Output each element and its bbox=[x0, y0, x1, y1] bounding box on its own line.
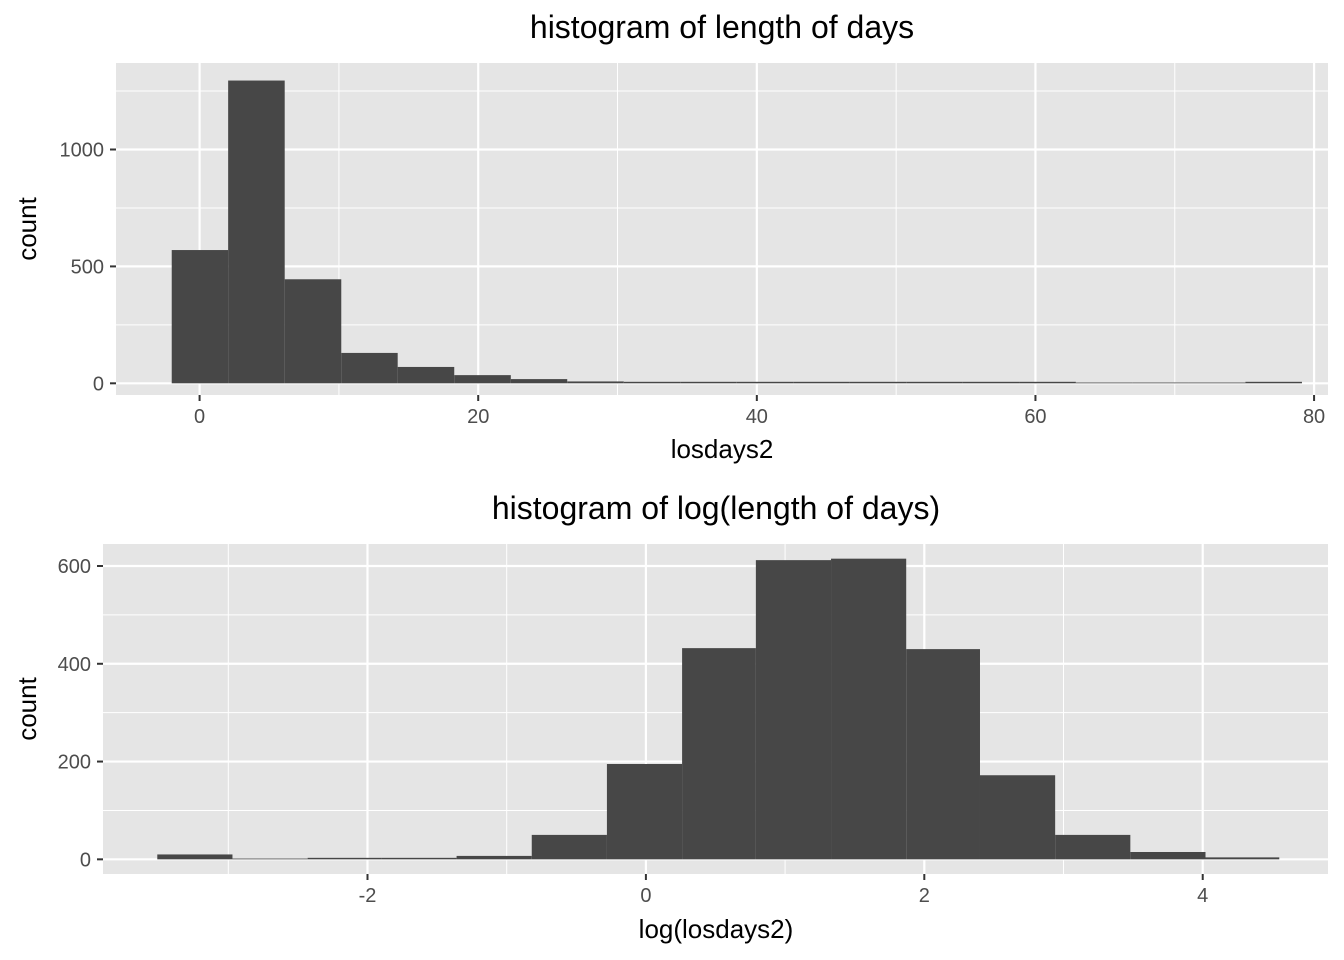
histogram-bar bbox=[1019, 381, 1076, 384]
y-tick-label: 200 bbox=[58, 752, 91, 774]
histogram-bar bbox=[1130, 852, 1206, 860]
histogram-bar bbox=[1132, 382, 1189, 384]
grid-lines bbox=[116, 63, 1328, 395]
y-tick-label: 400 bbox=[58, 654, 91, 676]
axes: -2 0 2 4 0 200 400 600 bbox=[58, 556, 1209, 907]
histogram-bar bbox=[906, 381, 963, 384]
chart-log-length-of-days: histogram of log(length of days) -2 0 2 4 0 2… bbox=[12, 490, 1328, 944]
histogram-bar bbox=[682, 648, 756, 860]
histogram-bar bbox=[1245, 381, 1302, 384]
y-tick-label: 1000 bbox=[60, 140, 105, 162]
histogram-bar bbox=[456, 855, 532, 860]
histogram-bar bbox=[680, 381, 737, 384]
histogram-bar bbox=[1055, 834, 1131, 860]
y-axis-label: count bbox=[12, 196, 42, 260]
histogram-bar bbox=[284, 279, 342, 384]
histogram-bar bbox=[454, 375, 511, 384]
x-tick-label: 0 bbox=[640, 885, 651, 907]
axes: 0 20 40 60 80 0 500 1000 bbox=[60, 140, 1326, 428]
histogram-bar bbox=[849, 381, 907, 384]
y-tick-label: 0 bbox=[80, 849, 91, 871]
x-tick-label: 0 bbox=[194, 406, 205, 428]
y-tick-label: 0 bbox=[93, 373, 104, 395]
histogram-bar bbox=[906, 649, 980, 860]
histogram-bar bbox=[606, 764, 683, 860]
histogram-bar bbox=[736, 381, 794, 384]
histogram-bar bbox=[831, 558, 907, 860]
x-tick-label: 2 bbox=[919, 885, 930, 907]
chart-title: histogram of length of days bbox=[530, 9, 914, 45]
histogram-bar bbox=[1188, 382, 1246, 384]
histogram-bar bbox=[1075, 382, 1133, 384]
histogram-bar bbox=[567, 381, 624, 384]
histogram-bar bbox=[979, 775, 1056, 860]
histogram-bar bbox=[397, 366, 455, 384]
x-axis-label: log(losdays2) bbox=[639, 914, 794, 944]
histogram-bar bbox=[1205, 857, 1280, 860]
x-tick-label: 60 bbox=[1024, 406, 1046, 428]
histogram-bar bbox=[755, 560, 832, 860]
histogram-bar bbox=[531, 834, 607, 860]
histogram-bar bbox=[171, 250, 229, 384]
x-tick-label: 4 bbox=[1197, 885, 1208, 907]
histogram-bar bbox=[623, 381, 681, 384]
y-tick-label: 600 bbox=[58, 556, 91, 578]
x-tick-label: 80 bbox=[1303, 406, 1325, 428]
histogram-bar bbox=[307, 857, 382, 860]
x-tick-label: 20 bbox=[467, 406, 489, 428]
y-axis-label: count bbox=[12, 676, 42, 740]
histogram-bar bbox=[962, 381, 1020, 384]
histogram-bar bbox=[510, 379, 568, 384]
x-tick-label: 40 bbox=[746, 406, 768, 428]
bars bbox=[157, 558, 1280, 860]
histogram-bar bbox=[793, 381, 850, 384]
y-tick-label: 500 bbox=[71, 256, 104, 278]
x-tick-label: -2 bbox=[359, 885, 377, 907]
histogram-bar bbox=[381, 857, 457, 860]
chart-length-of-days: histogram of length of days 0 20 40 60 80 0 50… bbox=[12, 9, 1328, 464]
histogram-bar bbox=[232, 858, 308, 860]
bars bbox=[171, 80, 1302, 384]
histogram-bar bbox=[157, 854, 233, 860]
x-axis-label: losdays2 bbox=[671, 434, 774, 464]
chart-title: histogram of log(length of days) bbox=[492, 490, 940, 526]
histogram-bar bbox=[228, 80, 285, 384]
histogram-bar bbox=[341, 352, 398, 384]
